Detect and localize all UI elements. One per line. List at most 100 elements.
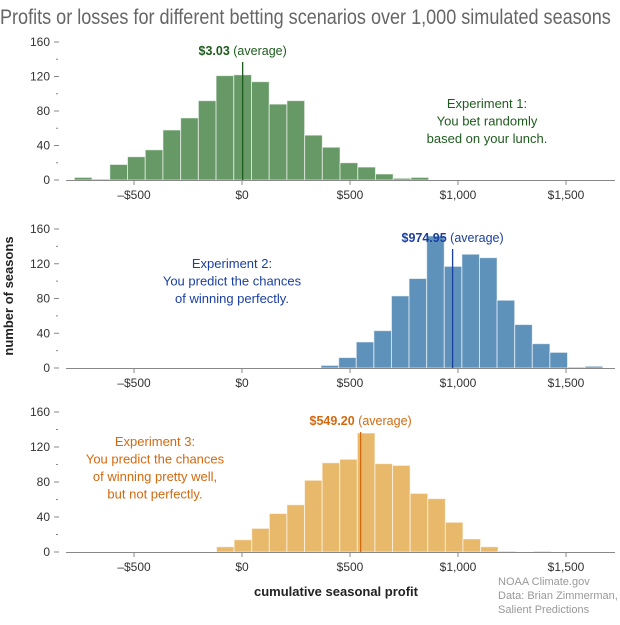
x-tick-label: $1,500 [548, 560, 585, 574]
mean-suffix: (average) [355, 414, 412, 428]
histogram-bar [339, 458, 358, 553]
histogram-bar [304, 134, 323, 181]
histogram-bar [497, 550, 517, 553]
y-tick-label: 80 [37, 104, 51, 118]
chart-title: Profits or losses for different betting … [0, 6, 611, 30]
histogram-bar [144, 149, 164, 181]
panel-experiment-3: 0 40 80 120 160 –$500 $0 $500 $1,000 $1,500 $549.2… [30, 405, 615, 574]
histogram-bar [286, 100, 306, 181]
experiment-annotation-line: You predict the chances [163, 274, 302, 289]
histogram-bar [496, 299, 516, 369]
y-tick-label: 160 [30, 35, 50, 49]
y-tick-label: 0 [43, 173, 50, 187]
y-tick-label: 40 [37, 326, 51, 340]
y-tick-label: 160 [30, 222, 50, 236]
histogram-bar [427, 498, 446, 553]
histogram-bar [180, 117, 199, 181]
histogram-bar [462, 538, 482, 553]
mean-label: $549.20 (average) [310, 414, 412, 428]
histogram-bar [91, 178, 111, 181]
x-tick-label: $0 [235, 188, 249, 202]
histogram-bar [390, 295, 410, 369]
x-tick-label: $0 [235, 560, 249, 574]
histogram-bar [410, 176, 430, 181]
histogram-bar [338, 357, 357, 369]
histogram-bar [215, 75, 235, 181]
y-tick-label: 120 [30, 440, 50, 454]
histogram-bar [320, 364, 340, 369]
mean-label: $974.95 (average) [402, 231, 504, 245]
x-tick-label: $1,000 [440, 376, 477, 390]
y-tick-label: 80 [37, 292, 51, 306]
histogram-bar [392, 177, 412, 181]
x-tick-label: $1,000 [440, 560, 477, 574]
histogram-bar [549, 351, 569, 369]
histogram-bar [355, 341, 375, 369]
experiment-annotation-line: Experiment 3: [115, 434, 195, 449]
histogram-bar [584, 365, 604, 369]
x-tick-label: $1,000 [440, 188, 477, 202]
experiment-annotation-line: based on your lunch. [427, 131, 548, 146]
histogram-bar [408, 278, 428, 369]
panel-experiment-2: 0 40 80 120 160 –$500 $0 $500 $1,000 $1,500 $974.9… [30, 222, 615, 390]
histogram-bar [532, 550, 552, 553]
mean-value: $974.95 [402, 231, 447, 245]
mean-suffix: (average) [447, 231, 504, 245]
histogram-bar [373, 330, 392, 369]
experiment-annotation-line: Experiment 2: [192, 256, 272, 271]
experiment-annotation-line: You bet randomly [437, 114, 538, 129]
mean-suffix: (average) [230, 44, 287, 58]
histogram-bar [426, 235, 445, 369]
y-tick-label: 160 [30, 405, 50, 419]
experiment-annotation-line: but not perfectly. [107, 487, 202, 502]
y-axis-label: number of seasons [1, 236, 16, 355]
panel-experiment-1: 0 40 80 120 160 –$500 $0 $500 $1,000 $1,500 $3.03 … [30, 35, 615, 202]
histogram-bar [480, 546, 499, 553]
credit-line-1: NOAA Climate.gov [498, 576, 590, 588]
histogram-bar [286, 504, 306, 553]
histogram-bar [251, 527, 270, 553]
experiment-annotation-line: of winning perfectly. [175, 291, 289, 306]
histogram-bar [73, 176, 93, 181]
credit-line-2: Data: Brian Zimmerman, [498, 590, 618, 602]
histogram-bar [321, 462, 341, 553]
x-tick-label: $1,500 [548, 376, 585, 390]
histogram-bar [409, 492, 429, 553]
x-tick-label: –$500 [117, 188, 151, 202]
x-tick-label: $500 [337, 560, 364, 574]
x-tick-label: –$500 [117, 560, 151, 574]
mean-value: $3.03 [199, 44, 230, 58]
histogram-bar [461, 253, 480, 369]
histogram-bar [304, 479, 323, 553]
histogram-bar [357, 166, 376, 181]
histogram-bar [444, 521, 464, 553]
histogram-bar [392, 464, 411, 553]
histogram-bar [374, 463, 394, 553]
histogram-bar [567, 366, 586, 369]
histogram-bar [216, 546, 235, 553]
experiment-annotation-line: You predict the chances [86, 452, 225, 467]
credit-line-3: Salient Predictions [498, 604, 590, 616]
histogram-bar [109, 163, 129, 181]
histogram-bar [127, 156, 146, 181]
x-tick-label: –$500 [117, 376, 151, 390]
y-tick-label: 120 [30, 70, 50, 84]
y-tick-label: 80 [37, 475, 51, 489]
mean-value: $549.20 [310, 414, 355, 428]
mean-label: $3.03 (average) [199, 44, 287, 58]
histogram-bar [339, 162, 359, 181]
histogram-bar [251, 81, 270, 181]
histogram-bar [233, 539, 253, 553]
y-tick-label: 120 [30, 257, 50, 271]
x-tick-label: $500 [337, 188, 364, 202]
histogram-bar [268, 103, 288, 181]
x-tick-label: $1,500 [548, 188, 585, 202]
histogram-bar [162, 129, 182, 181]
y-tick-label: 0 [43, 361, 50, 375]
histogram-bar [514, 324, 533, 369]
y-tick-label: 40 [37, 510, 51, 524]
histogram-bar [374, 173, 394, 181]
histogram-bar [197, 100, 217, 181]
experiment-annotation-line: Experiment 1: [447, 96, 527, 111]
